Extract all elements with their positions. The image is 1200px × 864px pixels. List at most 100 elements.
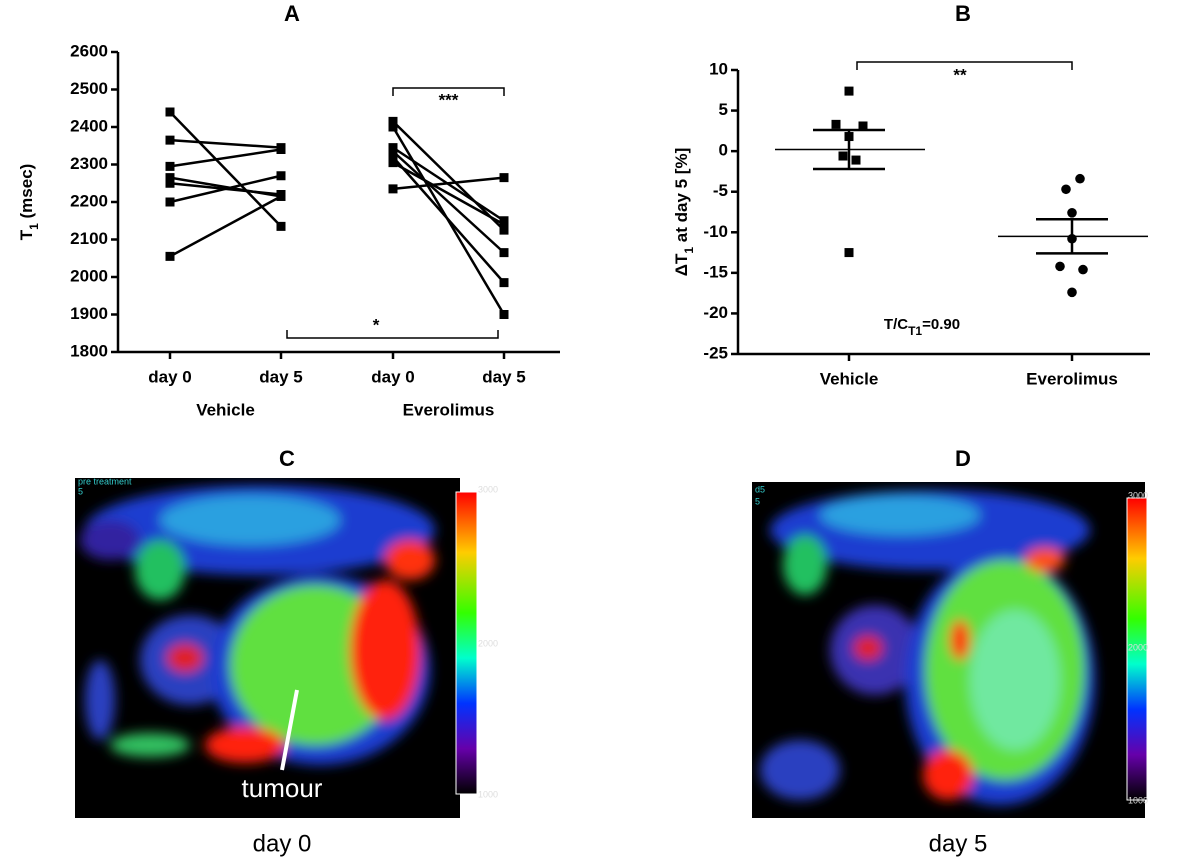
y-tick-label: 2300 [70,154,108,173]
overlay-text: 5 [78,486,83,496]
y-tick-label: 2200 [70,191,108,210]
data-point [844,248,854,258]
data-point [388,146,398,156]
data-point [165,178,175,188]
data-line [169,148,282,168]
data-line [392,120,505,232]
panel-title: D [955,446,971,471]
data-point [388,122,398,132]
data-point [165,197,175,207]
colorbar-label: 1000 [478,789,498,799]
data-point [1067,287,1077,298]
error-bar [813,128,885,171]
data-line [392,150,505,254]
y-tick-label: -15 [703,262,728,281]
data-line [392,156,505,284]
data-point [851,155,861,165]
data-line [392,161,505,226]
y-tick-label: -20 [703,303,728,322]
data-point [499,278,509,288]
significance-bracket [392,87,505,96]
colorbar-label: 3000 [1128,490,1148,500]
y-tick-label: 1800 [70,341,108,360]
data-point [388,158,398,168]
data-point [165,161,175,171]
label-part: 1 [682,247,696,254]
data-point [1067,208,1077,218]
image-caption: day 0 [253,830,312,857]
y-tick-label: -10 [703,222,728,241]
x-tick-label: Everolimus [1026,369,1118,388]
x-tick-label: day 5 [482,367,525,386]
label-part: T/C [884,316,908,333]
overlay-text: d5 [755,484,765,494]
label-part: at day 5 [%] [672,148,691,247]
label-part: 1 [27,223,41,230]
panel-title: C [279,446,295,471]
data-point [1078,264,1088,275]
error-bar [1036,218,1108,255]
label-part: ΔT [672,253,691,276]
overlay-text: 5 [755,496,760,506]
data-point [499,225,509,235]
data-line [169,174,282,204]
panel-title: A [284,1,300,26]
data-point [831,119,841,129]
x-tick-label: day 5 [259,367,302,386]
data-line [169,138,282,149]
axis-label: T/CT1=0.90 [884,316,960,338]
y-tick-label: 2500 [70,79,108,98]
y-tick-label: 2600 [70,41,108,60]
label-part: T1 [908,324,922,338]
heatmap-c [75,478,478,818]
data-point [276,171,286,181]
y-tick-label: -25 [703,343,728,362]
heatmap-d [752,482,1148,818]
data-line [169,195,282,258]
data-point [838,151,848,161]
data-point [1055,261,1065,272]
data-point [388,184,398,194]
data-point [499,173,509,183]
data-point [276,145,286,154]
image-label: tumour [242,773,323,803]
data-point [276,221,286,231]
data-point [165,251,175,261]
panel-title: B [955,1,971,26]
label-part: T [17,229,36,240]
data-point [499,248,509,258]
y-tick-label: 0 [719,141,728,160]
data-point [276,191,286,201]
x-tick-label: day 0 [148,367,191,386]
significance-bracket [856,61,1073,70]
y-tick-label: 2400 [70,116,108,135]
data-point [165,107,175,117]
axis-label: T1 (msec) [17,164,41,241]
annotation: *** [439,90,459,109]
data-point [499,310,509,319]
label-part: =0.90 [922,316,960,333]
data-point [499,220,509,229]
data-point [388,116,398,126]
colorbar-label: 2000 [1128,642,1148,652]
data-point [858,121,868,131]
overlay-text: pre treatment [78,476,132,486]
axis-label: ΔT1 at day 5 [%] [672,148,696,277]
y-tick-label: 5 [719,100,728,119]
image-caption: day 5 [929,830,988,857]
group-label: Everolimus [403,400,495,419]
y-tick-label: 1900 [70,304,108,323]
colorbar-label: 1000 [1128,795,1148,805]
label-part: (msec) [17,164,36,224]
data-point [388,152,398,162]
y-tick-label: 10 [709,59,728,78]
data-point [1075,173,1085,184]
x-tick-label: Vehicle [820,369,879,388]
data-point [1061,184,1071,195]
data-line [392,176,505,191]
y-tick-label: 2000 [70,266,108,285]
colorbar-label: 3000 [478,484,498,494]
annotation: ** [953,65,967,84]
data-point [844,86,854,96]
